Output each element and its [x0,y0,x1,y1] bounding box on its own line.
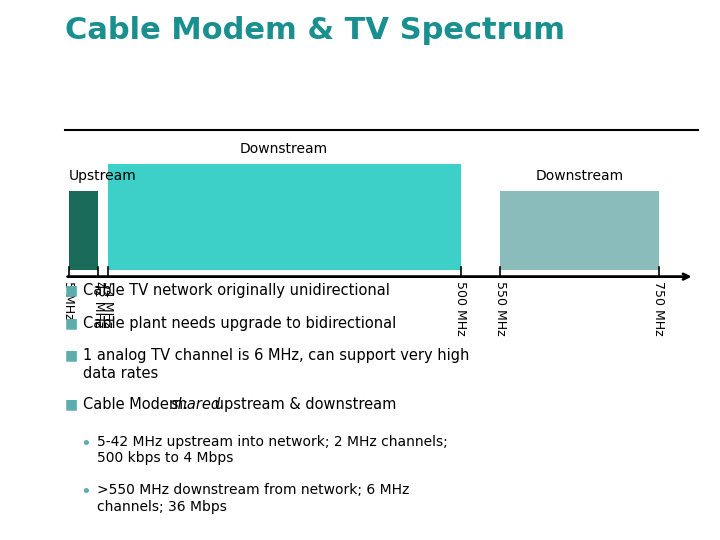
Bar [68,191,98,270]
Text: •: • [81,483,91,501]
Text: 1 analog TV channel is 6 MHz, can support very high
data rates: 1 analog TV channel is 6 MHz, can suppor… [83,348,469,381]
Text: Upstream: Upstream [68,168,137,183]
Text: ■: ■ [65,284,78,298]
Text: Cable Modem:: Cable Modem: [83,397,192,412]
Text: ■: ■ [65,348,78,362]
Text: •: • [81,435,91,453]
Text: Cable Modem & TV Spectrum: Cable Modem & TV Spectrum [65,16,564,45]
Text: ■: ■ [65,397,78,411]
Text: 750 MHz: 750 MHz [652,281,665,335]
Text: Downstream: Downstream [536,168,624,183]
Text: 54 MHz: 54 MHz [101,281,114,327]
Text: Cable TV network originally unidirectional: Cable TV network originally unidirection… [83,284,390,299]
Text: 500 MHz: 500 MHz [454,281,467,335]
Text: upstream & downstream: upstream & downstream [210,397,397,412]
Text: 550 MHz: 550 MHz [494,281,507,335]
Text: 5-42 MHz upstream into network; 2 MHz channels;
500 kbps to 4 Mbps: 5-42 MHz upstream into network; 2 MHz ch… [97,435,448,465]
Text: Cable plant needs upgrade to bidirectional: Cable plant needs upgrade to bidirection… [83,316,396,331]
Text: 5 MHz: 5 MHz [62,281,76,319]
Text: Downstream: Downstream [240,142,328,156]
Text: ■: ■ [65,316,78,330]
Text: 42 MHz: 42 MHz [91,281,104,327]
Bar [500,191,659,270]
Text: >550 MHz downstream from network; 6 MHz
channels; 36 Mbps: >550 MHz downstream from network; 6 MHz … [97,483,410,514]
Bar [107,164,461,270]
Text: shared: shared [171,397,221,412]
